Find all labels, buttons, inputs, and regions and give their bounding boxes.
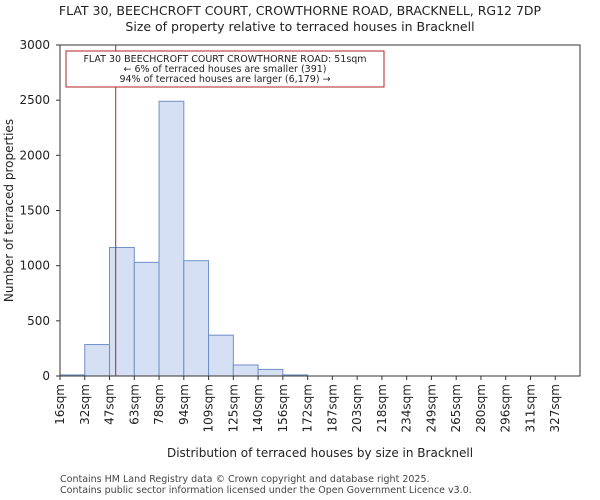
y-tick-label: 3000 — [19, 38, 50, 52]
y-axis: 0 500 1000 1500 2000 2500 3000 — [19, 38, 60, 383]
bar-140sqm — [257, 368, 284, 377]
plot-frame — [59, 44, 581, 377]
x-axis-label: Distribution of terraced houses by size … — [167, 446, 473, 460]
x-tick-label: 47sqm — [103, 384, 117, 425]
x-tick-label: 203sqm — [350, 384, 364, 432]
x-axis: 16sqm 32sqm 47sqm 63sqm 78sqm 94sqm 109sqm 125s… — [53, 376, 562, 432]
x-tick-label: 311sqm — [523, 384, 537, 432]
y-tick-label: 1000 — [19, 259, 50, 273]
y-tick-label: 500 — [27, 314, 50, 328]
x-tick-label: 32sqm — [78, 384, 92, 425]
x-tick-label: 218sqm — [375, 384, 389, 432]
x-tick-label: 296sqm — [499, 384, 513, 432]
x-tick-label: 109sqm — [202, 384, 216, 432]
x-tick-label: 172sqm — [301, 384, 315, 432]
y-axis-label: Number of terraced properties — [2, 119, 16, 302]
x-tick-label: 327sqm — [548, 384, 562, 432]
bar-47sqm — [109, 246, 135, 377]
x-tick-label: 140sqm — [251, 384, 265, 432]
x-tick-label: 94sqm — [177, 384, 191, 425]
y-tick-label: 2000 — [19, 148, 50, 162]
y-tick-label: 0 — [42, 369, 50, 383]
annotation-line-property: FLAT 30 BEECHCROFT COURT CROWTHORNE ROAD… — [83, 54, 366, 65]
footer-copyright: Contains HM Land Registry data © Crown c… — [60, 474, 430, 485]
x-tick-label: 249sqm — [424, 384, 438, 432]
x-tick-label: 16sqm — [53, 384, 67, 425]
bar-94sqm — [183, 260, 210, 377]
footer-licence: Contains public sector information licen… — [60, 485, 472, 496]
annotation-line-larger: 94% of terraced houses are larger (6,179… — [119, 74, 330, 85]
chart-subtitle: Size of property relative to terraced ho… — [125, 19, 475, 34]
x-tick-label: 125sqm — [226, 384, 240, 432]
x-tick-label: 78sqm — [152, 384, 166, 425]
bar-125sqm — [232, 364, 259, 377]
bar-78sqm — [158, 100, 185, 377]
x-tick-label: 156sqm — [276, 384, 290, 432]
y-tick-label: 2500 — [19, 93, 50, 107]
chart-title: FLAT 30, BEECHCROFT COURT, CROWTHORNE RO… — [58, 3, 542, 18]
x-tick-label: 265sqm — [449, 384, 463, 432]
x-tick-label: 280sqm — [474, 384, 488, 432]
y-tick-label: 1500 — [19, 204, 50, 218]
bars-group — [59, 100, 309, 377]
annotation-box — [65, 50, 385, 88]
bar-109sqm — [208, 334, 234, 377]
annotation-line-smaller: ← 6% of terraced houses are smaller (391… — [123, 64, 326, 75]
histogram-chart: 0 500 1000 1500 2000 2500 3000 16sqm 32sqm 47sqm… — [2, 38, 581, 460]
bar-63sqm — [133, 261, 160, 377]
x-tick-label: 234sqm — [400, 384, 414, 432]
bar-32sqm — [84, 344, 111, 377]
x-tick-label: 187sqm — [325, 384, 339, 432]
x-tick-label: 63sqm — [127, 384, 141, 425]
